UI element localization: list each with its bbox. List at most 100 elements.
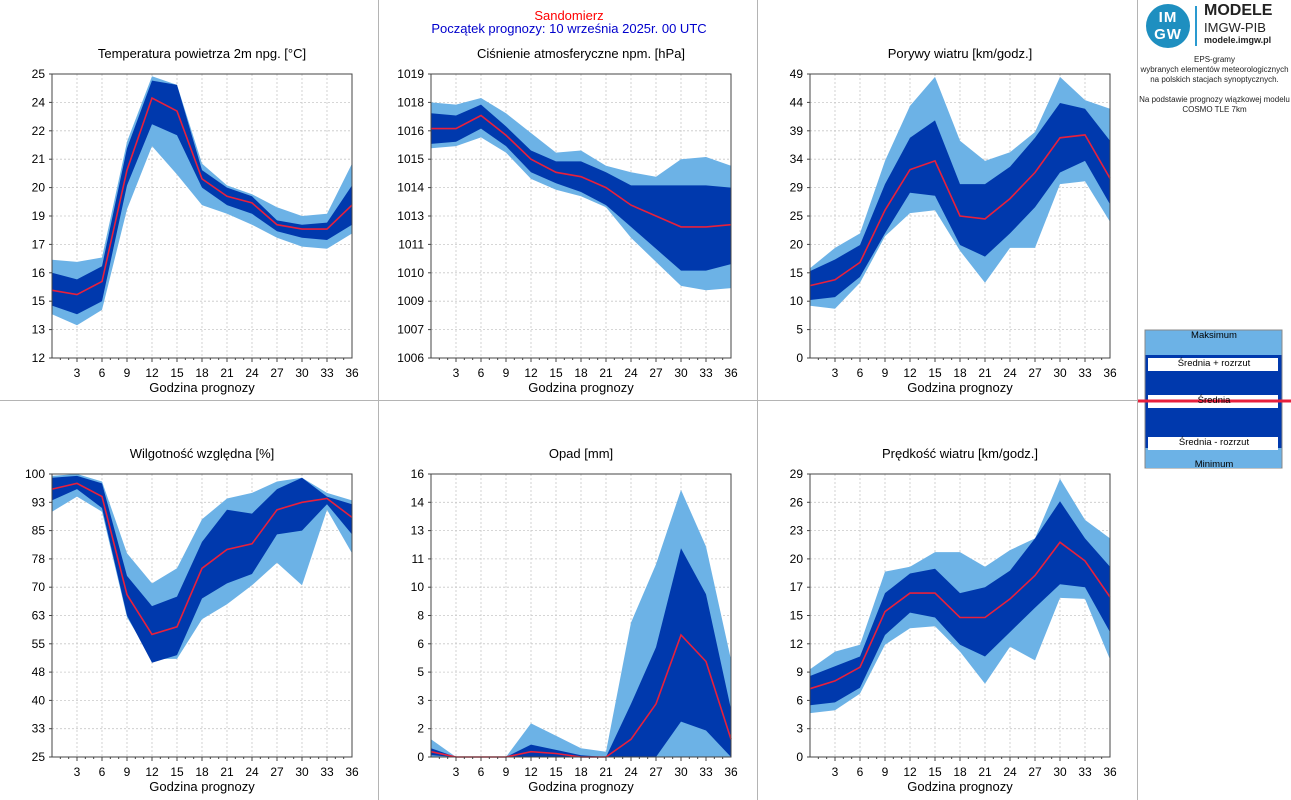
y-tick-label: 1010 <box>397 266 424 280</box>
x-tick-label: 9 <box>503 765 510 779</box>
forecast-start-date: Początek prognozy: 10 września 2025r. 00… <box>431 21 707 36</box>
y-tick-label: 1007 <box>397 323 424 337</box>
y-tick-label: 13 <box>411 524 425 538</box>
x-tick-label: 24 <box>245 765 259 779</box>
x-axis-title: Godzina prognozy <box>149 380 255 395</box>
y-tick-label: 6 <box>796 693 803 707</box>
y-tick-label: 0 <box>796 750 803 764</box>
y-tick-label: 12 <box>32 351 46 365</box>
y-tick-label: 85 <box>32 524 46 538</box>
x-tick-label: 30 <box>674 765 688 779</box>
mean-line <box>51 96 353 296</box>
y-tick-label: 5 <box>796 323 803 337</box>
mean-line <box>51 482 353 636</box>
x-tick-label: 9 <box>882 765 889 779</box>
x-tick-label: 3 <box>453 366 460 380</box>
x-tick-label: 21 <box>978 765 992 779</box>
y-tick-label: 15 <box>790 609 804 623</box>
chart-panel <box>49 73 353 362</box>
y-tick-label: 78 <box>32 552 46 566</box>
x-tick-label: 18 <box>574 366 588 380</box>
y-tick-label: 3 <box>417 693 424 707</box>
x-tick-label: 9 <box>124 366 131 380</box>
y-tick-label: 20 <box>790 552 804 566</box>
x-tick-label: 3 <box>74 765 81 779</box>
x-tick-label: 33 <box>1078 366 1092 380</box>
y-tick-label: 11 <box>412 552 425 566</box>
y-tick-label: 10 <box>411 580 425 594</box>
y-tick-label: 33 <box>32 722 46 736</box>
x-tick-label: 9 <box>882 366 889 380</box>
y-tick-label: 63 <box>32 609 46 623</box>
x-tick-label: 9 <box>124 765 131 779</box>
x-tick-label: 33 <box>320 366 334 380</box>
y-tick-label: 20 <box>32 181 46 195</box>
x-tick-label: 27 <box>1028 765 1042 779</box>
y-tick-label: 17 <box>790 580 804 594</box>
x-tick-label: 27 <box>1028 366 1042 380</box>
y-tick-label: 15 <box>32 294 46 308</box>
x-tick-label: 33 <box>1078 765 1092 779</box>
logo-divider <box>1195 6 1197 46</box>
description-line: Na podstawie prognozy wiązkowej modelu <box>1139 95 1290 104</box>
x-axis-title: Godzina prognozy <box>528 779 634 794</box>
x-tick-label: 21 <box>220 366 234 380</box>
epsgram-description: EPS-gramy wybranych elementów meteorolog… <box>1138 55 1291 125</box>
logo-url: modele.imgw.pl <box>1204 35 1272 45</box>
x-tick-label: 30 <box>295 366 309 380</box>
y-tick-label: 2 <box>417 722 424 736</box>
y-tick-label: 25 <box>790 209 804 223</box>
x-axis-title: Godzina prognozy <box>907 380 1013 395</box>
y-tick-label: 1013 <box>397 209 424 223</box>
x-tick-label: 27 <box>270 765 284 779</box>
logo-mark-bottom: GW <box>1154 26 1182 43</box>
y-tick-label: 9 <box>796 665 803 679</box>
chart-panel <box>49 473 353 761</box>
description-line: na polskich stacjach synoptycznych. <box>1150 75 1279 84</box>
legend-label-mean: Średnia <box>1197 395 1231 406</box>
x-tick-label: 6 <box>857 765 864 779</box>
legend-label-background <box>1148 437 1278 450</box>
x-tick-label: 12 <box>524 366 538 380</box>
x-tick-label: 6 <box>857 366 864 380</box>
mean-line <box>809 541 1111 690</box>
x-tick-label: 15 <box>928 765 942 779</box>
chart-panel <box>428 473 732 761</box>
x-tick-label: 18 <box>953 765 967 779</box>
x-tick-label: 15 <box>549 366 563 380</box>
x-tick-label: 12 <box>903 765 917 779</box>
x-tick-label: 15 <box>170 765 184 779</box>
x-tick-label: 12 <box>145 366 159 380</box>
x-axis-title: Godzina prognozy <box>907 779 1013 794</box>
y-tick-label: 20 <box>790 237 804 251</box>
y-tick-label: 26 <box>790 495 804 509</box>
x-tick-label: 15 <box>928 366 942 380</box>
chart-title: Opad [mm] <box>549 446 613 461</box>
legend-label-mean-plus: Średnia + rozrzut <box>1177 358 1251 369</box>
y-tick-label: 22 <box>32 124 46 138</box>
y-tick-label: 8 <box>417 609 424 623</box>
y-tick-label: 55 <box>32 637 46 651</box>
band-min-max <box>52 76 352 326</box>
x-tick-label: 24 <box>624 765 638 779</box>
x-tick-label: 21 <box>220 765 234 779</box>
imgw-logo: IM GW MODELE IMGW-PIB modele.imgw.pl <box>1144 2 1290 50</box>
x-tick-label: 36 <box>724 765 738 779</box>
x-tick-label: 24 <box>1003 366 1017 380</box>
x-tick-label: 30 <box>1053 366 1067 380</box>
x-tick-label: 24 <box>624 366 638 380</box>
chart-panel <box>807 73 1111 362</box>
x-tick-label: 24 <box>1003 765 1017 779</box>
x-tick-label: 15 <box>549 765 563 779</box>
x-tick-label: 30 <box>1053 765 1067 779</box>
x-tick-label: 12 <box>903 366 917 380</box>
y-tick-label: 1011 <box>398 237 424 251</box>
y-tick-label: 1019 <box>397 67 424 81</box>
y-tick-label: 6 <box>417 637 424 651</box>
y-tick-label: 70 <box>32 580 46 594</box>
legend-label-background <box>1148 358 1278 371</box>
x-tick-label: 27 <box>270 366 284 380</box>
y-tick-label: 1015 <box>397 152 424 166</box>
y-tick-label: 44 <box>790 95 804 109</box>
y-tick-label: 16 <box>32 266 46 280</box>
